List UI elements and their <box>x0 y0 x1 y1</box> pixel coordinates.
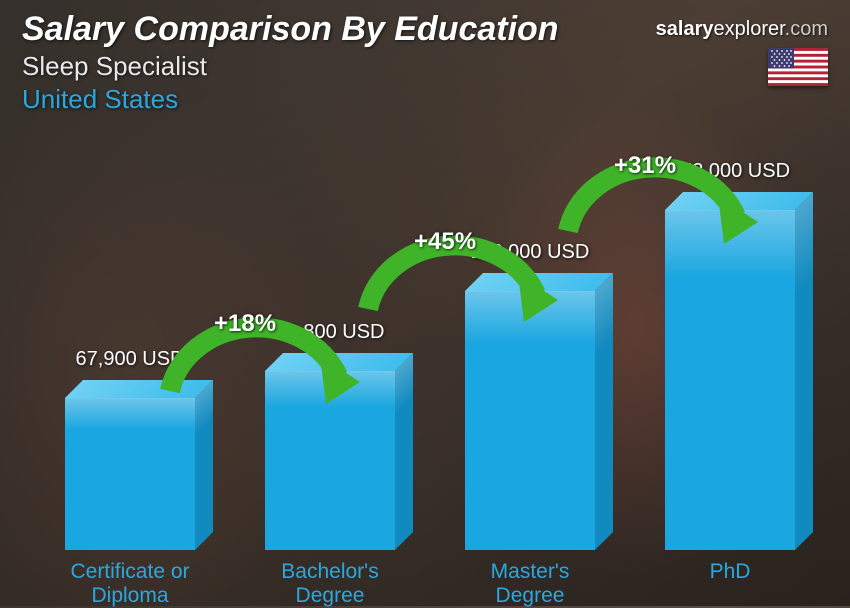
bar-3d: 67,900 USDCertificate orDiploma <box>65 398 195 550</box>
bar-value-label: 67,900 USD <box>30 348 230 371</box>
increment-percent-label: +31% <box>614 152 676 180</box>
header: Salary Comparison By Education Sleep Spe… <box>22 10 559 115</box>
bar-group: 152,000 USDPhD <box>655 210 805 550</box>
country-label: United States <box>22 84 559 115</box>
page-title: Salary Comparison By Education <box>22 10 559 49</box>
bar-3d: 79,800 USDBachelor'sDegree <box>265 371 395 550</box>
bar-top-face <box>465 273 613 291</box>
brand-bold: salary <box>656 18 714 40</box>
bar-3d: 116,000 USDMaster'sDegree <box>465 291 595 550</box>
bar-group: 79,800 USDBachelor'sDegree <box>255 371 405 550</box>
bar-category-label: Bachelor'sDegree <box>230 560 430 608</box>
bar-chart: 67,900 USDCertificate orDiploma79,800 US… <box>0 146 850 606</box>
bar-top-face <box>265 353 413 371</box>
us-flag-icon <box>768 48 828 86</box>
bar-front-face <box>265 371 395 550</box>
bar-side-face <box>795 192 813 550</box>
increment-percent-label: +45% <box>414 228 476 256</box>
bar-group: 116,000 USDMaster'sDegree <box>455 291 605 550</box>
brand-suffix: .com <box>785 18 828 40</box>
bar-side-face <box>395 353 413 550</box>
bar-3d: 152,000 USDPhD <box>665 210 795 550</box>
increment-percent-label: +18% <box>214 310 276 338</box>
bar-front-face <box>665 210 795 550</box>
bar-side-face <box>595 273 613 550</box>
bar-front-face <box>65 398 195 550</box>
bar-front-face <box>465 291 595 550</box>
brand-light: explorer <box>714 18 785 40</box>
subtitle: Sleep Specialist <box>22 51 559 82</box>
bar-category-label: Certificate orDiploma <box>30 560 230 608</box>
bar-top-face <box>665 192 813 210</box>
bar-side-face <box>195 380 213 550</box>
bar-top-face <box>65 380 213 398</box>
bar-group: 67,900 USDCertificate orDiploma <box>55 398 205 550</box>
bar-category-label: Master'sDegree <box>430 560 630 608</box>
bar-category-label: PhD <box>630 560 830 584</box>
brand-logo: salaryexplorer.com <box>656 18 828 41</box>
